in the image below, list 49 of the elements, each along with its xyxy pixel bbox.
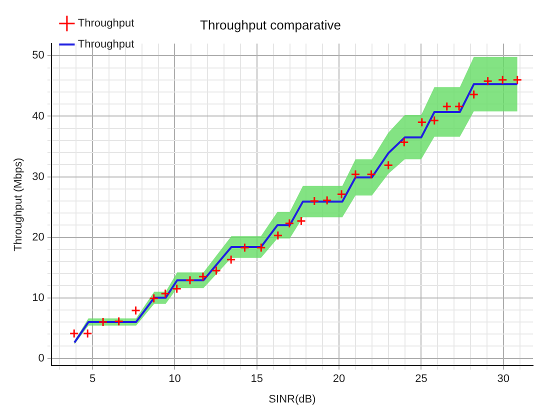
point <box>172 284 182 294</box>
chart-title: Throughput comparative <box>200 17 341 32</box>
point <box>350 170 360 180</box>
x-tick-label: 15 <box>250 373 264 386</box>
point <box>430 116 440 126</box>
legend-label: Throughput <box>78 38 134 51</box>
point <box>296 216 306 226</box>
y-tick-label: 40 <box>32 110 44 122</box>
point <box>98 317 108 327</box>
point <box>284 218 294 228</box>
point <box>198 272 208 282</box>
point <box>114 316 124 326</box>
point <box>498 75 508 85</box>
point <box>336 190 346 200</box>
point <box>185 276 195 286</box>
legend-label: Throughput <box>78 18 134 30</box>
x-tick-label: 25 <box>415 373 428 386</box>
point <box>226 254 236 264</box>
point <box>273 230 283 240</box>
x-tick-label: 10 <box>168 373 181 386</box>
point <box>469 90 479 100</box>
x-tick-label: 30 <box>497 373 510 386</box>
x-tick-label: 20 <box>332 373 346 386</box>
point <box>82 328 92 338</box>
point <box>131 306 140 316</box>
y-tick-label: 0 <box>38 352 44 364</box>
point <box>417 118 427 128</box>
point <box>442 102 452 112</box>
point <box>310 196 320 206</box>
point <box>454 102 464 112</box>
point <box>160 288 170 298</box>
y-tick-label: 30 <box>32 170 44 183</box>
point <box>384 160 394 170</box>
x-tick-label: 5 <box>89 373 96 386</box>
point <box>399 138 409 148</box>
point <box>483 76 493 86</box>
point <box>322 196 332 206</box>
point <box>212 266 222 276</box>
y-tick-label: 10 <box>32 292 44 304</box>
point <box>366 170 376 180</box>
x-axis-title: SINR(dB) <box>268 393 316 406</box>
y-tick-label: 20 <box>32 231 44 244</box>
y-tick-label: 50 <box>32 50 44 62</box>
point <box>240 242 250 252</box>
point <box>69 328 79 338</box>
y-axis-title: Throughput (Mbps) <box>12 158 25 252</box>
point <box>256 242 266 252</box>
point <box>512 75 522 85</box>
point <box>149 294 159 304</box>
